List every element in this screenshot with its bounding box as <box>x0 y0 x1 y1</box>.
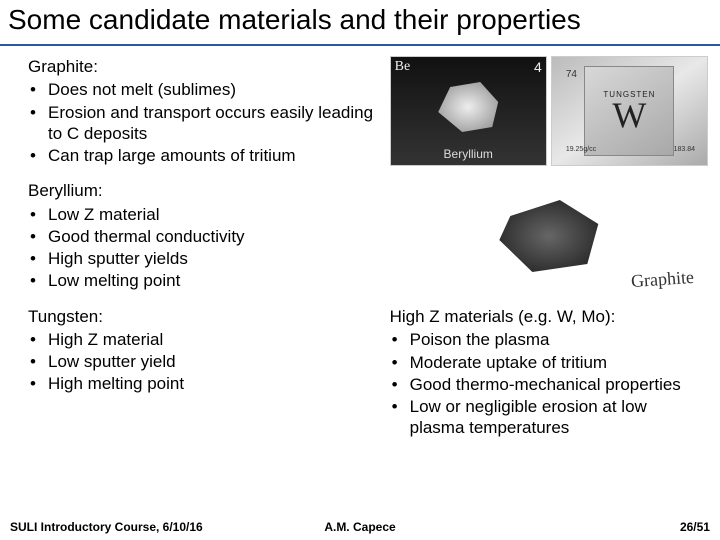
graphite-rock-icon <box>494 196 604 276</box>
tungsten-bullet: High melting point <box>28 373 382 394</box>
footer-course: SULI Introductory Course, 6/10/16 <box>10 520 243 534</box>
beryllium-bullet: High sputter yields <box>28 248 382 269</box>
graphite-bullet: Does not melt (sublimes) <box>28 79 382 100</box>
highz-bullet: Poison the plasma <box>390 329 700 350</box>
beryllium-bullet: Good thermal conductivity <box>28 226 382 247</box>
graphite-bullet: Erosion and transport occurs easily lead… <box>28 102 382 145</box>
beryllium-heading: Beryllium: <box>28 180 382 201</box>
tungsten-bullets: High Z material Low sputter yield High m… <box>28 329 382 395</box>
tungsten-cube-icon: TUNGSTEN W <box>584 66 674 156</box>
top-images-row: Be 4 Beryllium TUNGSTEN W 74 19.25g/cc 1… <box>390 56 708 166</box>
tungsten-cube-image: TUNGSTEN W 74 19.25g/cc 183.84 <box>551 56 708 166</box>
be-atomic-number: 4 <box>534 59 542 75</box>
graphite-bullets: Does not melt (sublimes) Erosion and tra… <box>28 79 382 166</box>
tungsten-section: Tungsten: High Z material Low sputter yi… <box>28 306 382 395</box>
highz-heading: High Z materials (e.g. W, Mo): <box>390 306 700 327</box>
footer-author: A.M. Capece <box>243 520 476 534</box>
beryllium-bullets: Low Z material Good thermal conductivity… <box>28 204 382 292</box>
w-atomic-number: 74 <box>566 69 577 80</box>
beryllium-section: Beryllium: Low Z material Good thermal c… <box>28 180 382 291</box>
graphite-handwritten-label: Graphite <box>630 267 694 292</box>
slide-title: Some candidate materials and their prope… <box>0 0 720 46</box>
w-mass: 183.84 <box>674 146 695 153</box>
graphite-section: Graphite: Does not melt (sublimes) Erosi… <box>28 56 382 166</box>
tungsten-heading: Tungsten: <box>28 306 382 327</box>
tungsten-bullet: Low sputter yield <box>28 351 382 372</box>
graphite-image: Graphite <box>390 176 708 296</box>
w-symbol: W <box>612 99 646 131</box>
highz-section: High Z materials (e.g. W, Mo): Poison th… <box>390 306 708 439</box>
beryllium-rock-icon <box>438 82 498 132</box>
beryllium-bullet: Low melting point <box>28 270 382 291</box>
highz-bullet: Low or negligible erosion at low plasma … <box>390 396 700 439</box>
right-column: Be 4 Beryllium TUNGSTEN W 74 19.25g/cc 1… <box>382 56 708 440</box>
slide-body: Graphite: Does not melt (sublimes) Erosi… <box>0 46 720 440</box>
graphite-heading: Graphite: <box>28 56 382 77</box>
beryllium-tile-image: Be 4 Beryllium <box>390 56 547 166</box>
be-symbol: Be <box>395 59 411 75</box>
left-column: Graphite: Does not melt (sublimes) Erosi… <box>28 56 382 440</box>
highz-bullet: Good thermo-mechanical properties <box>390 374 700 395</box>
w-density: 19.25g/cc <box>566 146 596 153</box>
footer-page-number: 26/51 <box>477 520 710 534</box>
highz-bullets: Poison the plasma Moderate uptake of tri… <box>390 329 700 438</box>
beryllium-bullet: Low Z material <box>28 204 382 225</box>
graphite-bullet: Can trap large amounts of tritium <box>28 145 382 166</box>
highz-bullet: Moderate uptake of tritium <box>390 352 700 373</box>
slide-footer: SULI Introductory Course, 6/10/16 A.M. C… <box>0 520 720 534</box>
tungsten-bullet: High Z material <box>28 329 382 350</box>
be-element-name: Beryllium <box>391 147 546 161</box>
